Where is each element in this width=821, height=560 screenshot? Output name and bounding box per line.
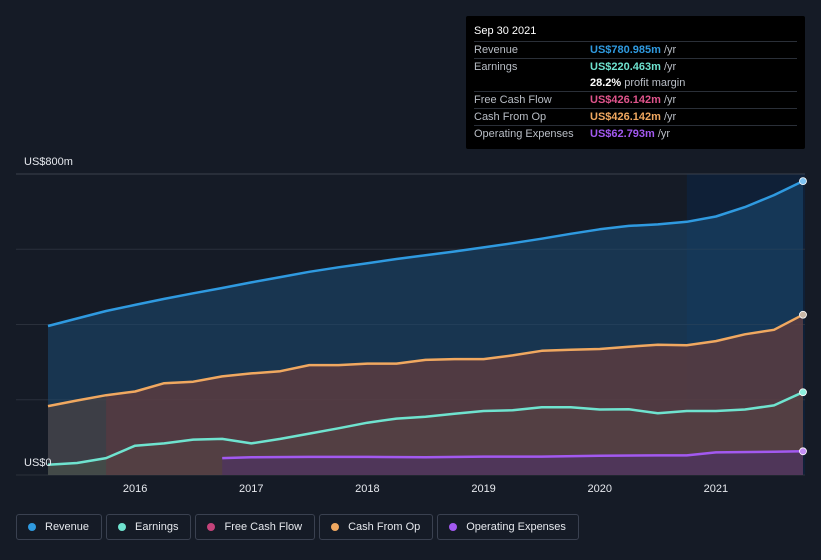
y-axis-bottom-label: US$0 bbox=[24, 457, 52, 469]
tooltip-panel: Sep 30 2021 Revenue US$780.985m/yr Earning… bbox=[466, 16, 805, 149]
operating-expenses-end-marker bbox=[799, 447, 807, 456]
legend-item-cash-from-op[interactable]: Cash From Op bbox=[319, 514, 434, 540]
tooltip-row: Cash From Op US$426.142m/yr bbox=[474, 108, 797, 125]
tooltip-row-value: 28.2% bbox=[590, 77, 622, 89]
legend-dot-icon bbox=[207, 523, 216, 531]
tooltip-date: Sep 30 2021 bbox=[474, 25, 537, 37]
legend-label: Earnings bbox=[135, 521, 179, 533]
x-tick-label: 2020 bbox=[587, 483, 611, 495]
earnings-end-marker bbox=[799, 388, 807, 397]
legend-dot-icon bbox=[28, 523, 36, 531]
legend-dot-icon bbox=[449, 523, 458, 531]
tooltip-row: Operating Expenses US$62.793m/yr bbox=[474, 125, 797, 142]
cash-from-op-end-marker bbox=[799, 310, 807, 319]
tooltip-row: Free Cash Flow US$426.142m/yr bbox=[474, 91, 797, 108]
tooltip-row-label: Free Cash Flow bbox=[474, 94, 552, 106]
legend-item-free-cash-flow[interactable]: Free Cash Flow bbox=[195, 514, 316, 540]
revenue-line bbox=[47, 179, 804, 328]
revenue-end-marker bbox=[799, 177, 807, 186]
legend-label: Cash From Op bbox=[348, 521, 421, 533]
legend-item-earnings[interactable]: Earnings bbox=[106, 514, 192, 540]
tooltip-row-unit: profit margin bbox=[624, 77, 686, 89]
tooltip-row-label: Revenue bbox=[474, 44, 519, 56]
series-fills bbox=[48, 181, 804, 475]
x-tick-label: 2021 bbox=[704, 483, 728, 495]
area-chart: 2016 2017 2018 2019 2020 2021 US$800m US$0 bbox=[16, 156, 807, 495]
tooltip-row-value: US$426.142m bbox=[590, 94, 661, 106]
tooltip-row-label bbox=[474, 75, 590, 91]
legend-label: Revenue bbox=[45, 521, 90, 533]
legend-dot-icon bbox=[331, 523, 340, 531]
operating-expenses-line bbox=[222, 450, 804, 460]
x-axis-ticks: 2016 2017 2018 2019 2020 2021 bbox=[123, 483, 728, 495]
legend-item-revenue[interactable]: Revenue bbox=[16, 514, 103, 540]
tooltip-row-unit: /yr bbox=[663, 44, 677, 56]
tooltip-row-unit: /yr bbox=[663, 61, 677, 73]
legend-dot-icon bbox=[118, 523, 127, 531]
tooltip-row: 28.2% profit margin bbox=[474, 75, 797, 91]
earnings-line bbox=[47, 391, 804, 467]
tooltip-row-label: Cash From Op bbox=[474, 111, 547, 123]
tooltip-row-value: US$62.793m bbox=[590, 128, 655, 140]
y-axis-top-label: US$800m bbox=[24, 156, 73, 168]
tooltip-row-value: US$780.985m bbox=[590, 44, 661, 56]
legend-label: Free Cash Flow bbox=[224, 521, 303, 533]
tooltip-row-unit: /yr bbox=[657, 128, 671, 140]
tooltip-row-value: US$220.463m bbox=[590, 61, 661, 73]
x-tick-label: 2017 bbox=[239, 483, 263, 495]
x-tick-label: 2019 bbox=[471, 483, 495, 495]
legend-item-operating-expenses[interactable]: Operating Expenses bbox=[437, 514, 579, 540]
tooltip-row: Revenue US$780.985m/yr bbox=[474, 41, 797, 58]
tooltip-row-value: US$426.142m bbox=[590, 111, 661, 123]
legend: Revenue Earnings Free Cash Flow Cash From O… bbox=[16, 514, 579, 542]
x-tick-label: 2016 bbox=[123, 483, 147, 495]
cash-from-op-area bbox=[48, 314, 803, 475]
chart-area: 2016 2017 2018 2019 2020 2021 US$800m US$0 Se… bbox=[16, 16, 807, 495]
cash-from-op-line bbox=[47, 313, 804, 408]
tooltip-row-label: Earnings bbox=[474, 61, 518, 73]
free-cash-flow-area bbox=[106, 314, 804, 475]
series-end-markers bbox=[799, 177, 807, 456]
tooltip-row: Earnings US$220.463m/yr bbox=[474, 58, 797, 75]
tooltip-row-unit: /yr bbox=[663, 94, 677, 106]
tooltip-row-label: Operating Expenses bbox=[474, 128, 574, 140]
x-tick-label: 2018 bbox=[355, 483, 379, 495]
legend-label: Operating Expenses bbox=[466, 521, 566, 533]
tooltip-row-unit: /yr bbox=[663, 111, 677, 123]
series-lines bbox=[47, 179, 804, 467]
